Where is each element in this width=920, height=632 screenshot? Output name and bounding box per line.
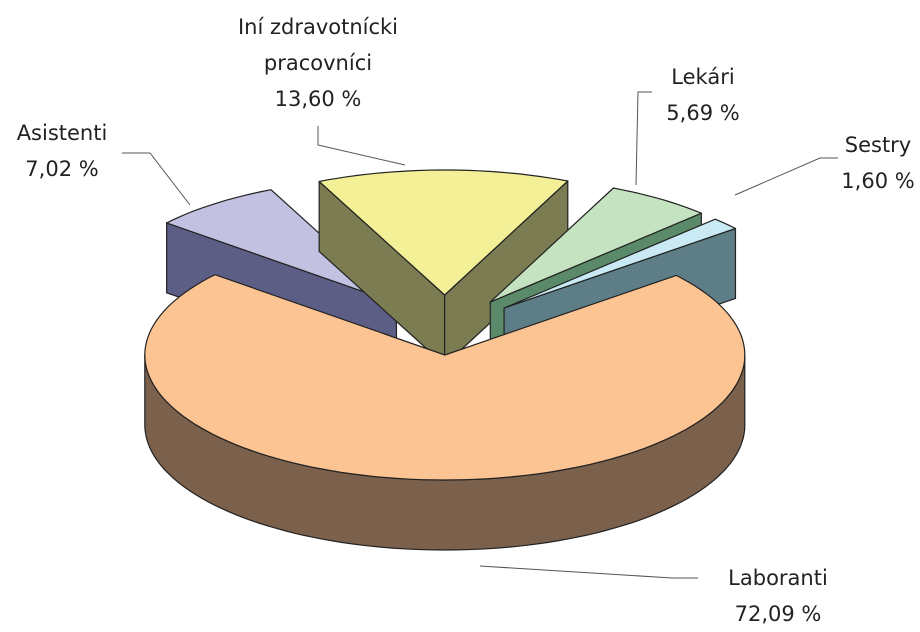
slice: [489, 187, 702, 303]
leader-line: [122, 152, 191, 206]
value-label: 13,60 %: [274, 87, 362, 111]
slice: [144, 274, 746, 481]
slice-label: Sestry 1,60 %: [833, 127, 920, 199]
value-label: 1,60 %: [841, 169, 915, 193]
category-label: Lekári: [671, 65, 735, 89]
category-label: Asistenti: [16, 121, 108, 145]
category-label: Sestry: [844, 133, 912, 157]
leader-lines: [122, 91, 838, 579]
slice: [166, 189, 398, 304]
category-label: Iní zdravotnícki pracovníci: [237, 15, 399, 75]
slice-label: Asistenti 7,02 %: [0, 115, 127, 187]
leader-line: [734, 157, 838, 196]
value-label: 72,09 %: [734, 602, 822, 626]
slice: [318, 169, 569, 296]
value-label: 7,02 %: [25, 157, 99, 181]
slice-label: Lekári 5,69 %: [643, 59, 763, 131]
leader-line: [635, 91, 652, 186]
value-label: 5,69 %: [666, 101, 740, 125]
slices: [144, 169, 746, 551]
category-label: Laboranti: [728, 566, 828, 590]
leader-line: [317, 126, 406, 166]
slice: [503, 218, 737, 309]
leader-line: [479, 565, 698, 579]
slice-label: Laboranti 72,09 %: [708, 560, 848, 632]
slice-label: Iní zdravotnícki pracovníci 13,60 %: [213, 9, 423, 117]
